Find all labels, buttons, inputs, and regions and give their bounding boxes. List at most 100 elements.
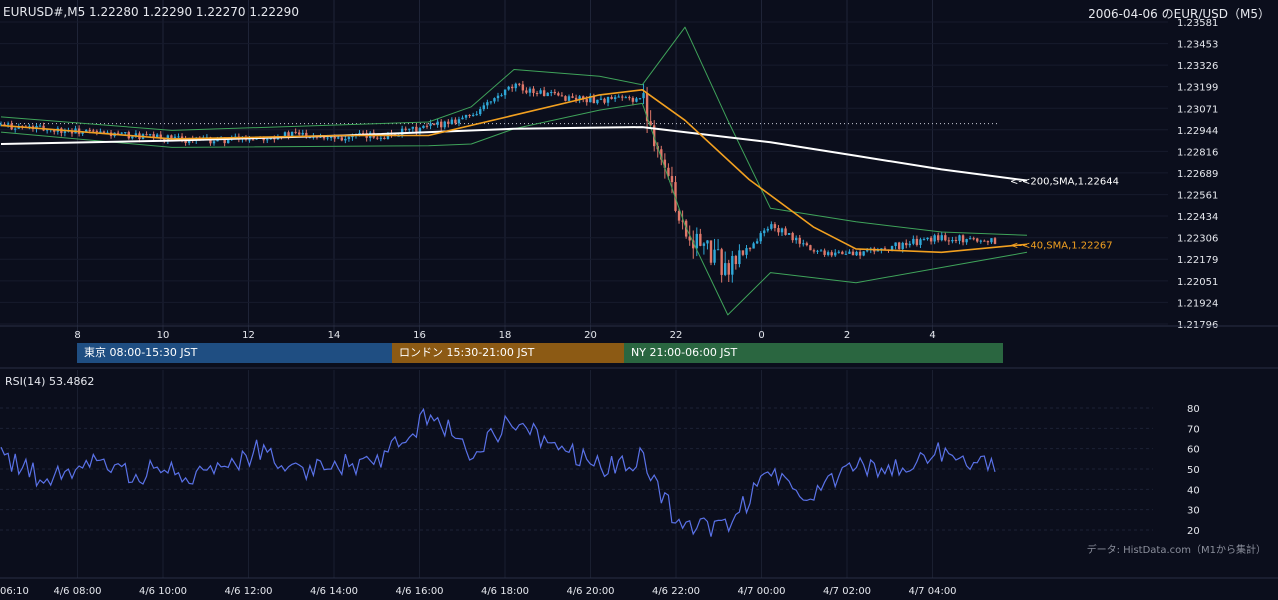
time-axis-label: 4/6 10:00	[139, 586, 187, 597]
candle-body	[617, 96, 620, 98]
candle-body	[677, 210, 681, 221]
candle-body	[415, 126, 418, 132]
candle-body	[425, 125, 429, 127]
hour-tick-label: 8	[74, 330, 80, 341]
price-tick-label: 1.23071	[1177, 104, 1218, 115]
candle-body	[663, 159, 667, 168]
candle-body	[582, 96, 585, 100]
sma40-annotation: <-<40,SMA,1.22267	[1010, 240, 1113, 251]
candle-body	[468, 114, 471, 116]
candle-body	[780, 228, 784, 233]
candle-body	[457, 119, 461, 124]
candle-body	[329, 137, 333, 139]
hour-tick-label: 4	[929, 330, 935, 341]
candle-body	[411, 126, 414, 129]
hour-tick-label: 0	[758, 330, 764, 341]
candle-body	[748, 248, 752, 250]
candle-body	[266, 139, 269, 141]
candle-body	[539, 90, 542, 94]
candle-body	[574, 97, 578, 100]
candle-body	[518, 83, 521, 85]
candle-body	[134, 133, 138, 137]
candle-body	[298, 132, 301, 135]
candle-body	[990, 238, 993, 243]
price-tick-label: 1.23199	[1177, 83, 1218, 94]
candle-body	[482, 105, 485, 110]
candle-body	[805, 243, 809, 246]
candle-body	[763, 230, 766, 234]
candle-body	[351, 135, 354, 138]
candle-body	[340, 137, 343, 141]
candle-body	[514, 83, 517, 89]
candle-body	[493, 98, 496, 102]
candle-body	[571, 96, 574, 98]
price-tick-label: 1.22179	[1177, 255, 1218, 266]
candle-body	[223, 137, 226, 144]
rsi-line	[0, 407, 996, 537]
candle-body	[564, 96, 567, 101]
time-axis-label: 4/6 08:00	[53, 586, 101, 597]
candle-body	[653, 125, 656, 147]
symbol-ohlc-info: EURUSD#,M5 1.22280 1.22290 1.22270 1.222…	[3, 5, 299, 19]
candle-body	[535, 93, 539, 95]
candle-body	[621, 96, 624, 98]
candle-body	[795, 237, 798, 241]
candle-body	[660, 149, 663, 160]
candle-body	[301, 132, 304, 135]
sma200-annotation: <-<200,SMA,1.22644	[1010, 177, 1119, 188]
price-tick-label: 1.23326	[1177, 61, 1218, 72]
candle-body	[599, 98, 603, 100]
candle-body	[159, 134, 162, 139]
hour-tick-label: 10	[157, 330, 170, 341]
candle-body	[937, 235, 940, 241]
candle-body	[958, 235, 961, 241]
candle-body	[741, 250, 745, 255]
candle-body	[933, 235, 936, 242]
candle-body	[606, 96, 610, 103]
candle-body	[862, 251, 865, 256]
candle-body	[688, 236, 691, 241]
candle-body	[429, 123, 432, 126]
candle-body	[3, 124, 6, 126]
candle-body	[294, 131, 297, 133]
candle-body	[961, 235, 965, 243]
candle-body	[613, 97, 617, 99]
candle-body	[92, 130, 95, 132]
candle-body	[929, 237, 933, 242]
candle-body	[866, 250, 869, 252]
candle-body	[645, 93, 649, 122]
candle-body	[642, 93, 645, 99]
candle-body	[227, 139, 230, 144]
hour-tick-label: 14	[328, 330, 341, 341]
candle-body	[770, 224, 773, 229]
candle-body	[479, 109, 482, 115]
candle-body	[766, 228, 769, 231]
rsi-tick-label: 20	[1187, 526, 1200, 537]
candle-body	[752, 243, 755, 249]
candle-body	[507, 86, 510, 90]
candle-body	[528, 88, 532, 93]
candle-body	[450, 119, 454, 124]
candle-body	[546, 92, 549, 97]
candle-body	[816, 250, 819, 252]
candle-body	[376, 137, 379, 139]
candle-body	[81, 131, 84, 134]
candle-body	[695, 233, 698, 249]
candle-body	[53, 129, 56, 132]
candle-body	[993, 238, 997, 244]
time-axis-label: 06:10	[0, 586, 29, 597]
candle-body	[116, 132, 120, 134]
bollinger-lower-line	[0, 102, 1028, 316]
candle-body	[440, 121, 443, 128]
candle-body	[734, 255, 738, 265]
candle-body	[358, 133, 361, 135]
rsi-tick-label: 70	[1187, 424, 1200, 435]
candle-body	[709, 240, 713, 263]
price-tick-label: 1.22434	[1177, 212, 1218, 223]
candle-body	[716, 249, 720, 251]
candle-body	[919, 239, 922, 245]
candle-body	[819, 250, 823, 252]
candle-body	[99, 131, 102, 133]
candle-body	[784, 228, 787, 235]
